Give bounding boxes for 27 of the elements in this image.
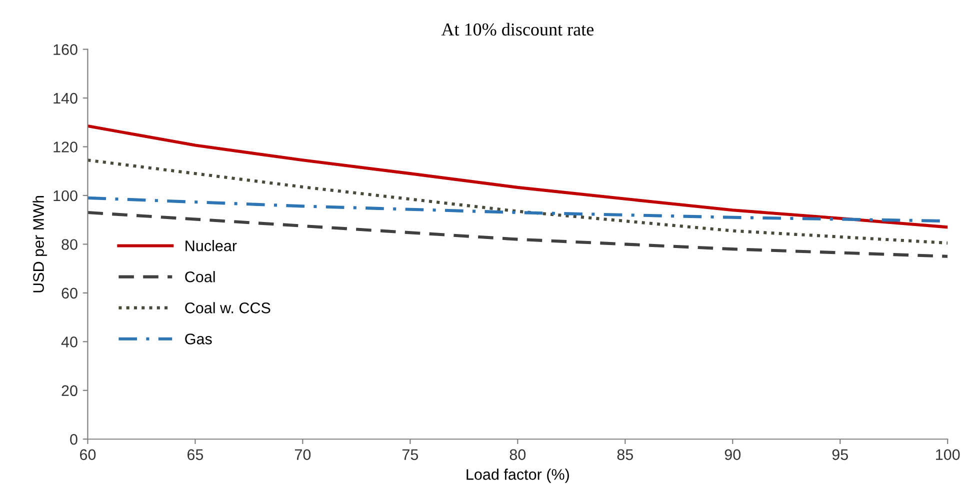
x-tick-label: 85	[617, 449, 634, 460]
line-series	[88, 211, 948, 258]
legend-label: Coal w. CCS	[185, 302, 270, 314]
y-tick-label: 100	[54, 190, 78, 202]
legend-label: Gas	[185, 334, 212, 344]
x-tick-label: 65	[187, 449, 204, 460]
legend-label: Coal	[185, 271, 215, 282]
y-tick-label: 40	[61, 336, 78, 348]
x-tick-label: 80	[510, 449, 526, 460]
y-tick-label: 0	[70, 434, 78, 445]
x-axis-title: Load factor (%)	[466, 468, 569, 483]
x-tick-label: 95	[832, 449, 848, 460]
y-tick-label: 80	[62, 239, 78, 250]
legend-label: Nuclear	[186, 240, 237, 252]
y-tick-label: 160	[54, 44, 78, 55]
y-tick-label: 120	[54, 142, 78, 152]
x-tick-label: 75	[402, 449, 418, 460]
chart-title: At 10% discount rate	[441, 22, 594, 36]
y-tick-label: 20	[62, 385, 78, 396]
y-axis-title: USD per MWh	[32, 196, 47, 292]
x-tick-label: 60	[80, 449, 96, 460]
x-tick-label: 100	[936, 449, 960, 460]
y-tick-label: 140	[54, 92, 78, 104]
x-tick-label: 70	[294, 449, 311, 460]
line-series	[88, 124, 948, 229]
y-tick-label: 60	[62, 288, 78, 299]
x-tick-label: 90	[724, 449, 741, 460]
